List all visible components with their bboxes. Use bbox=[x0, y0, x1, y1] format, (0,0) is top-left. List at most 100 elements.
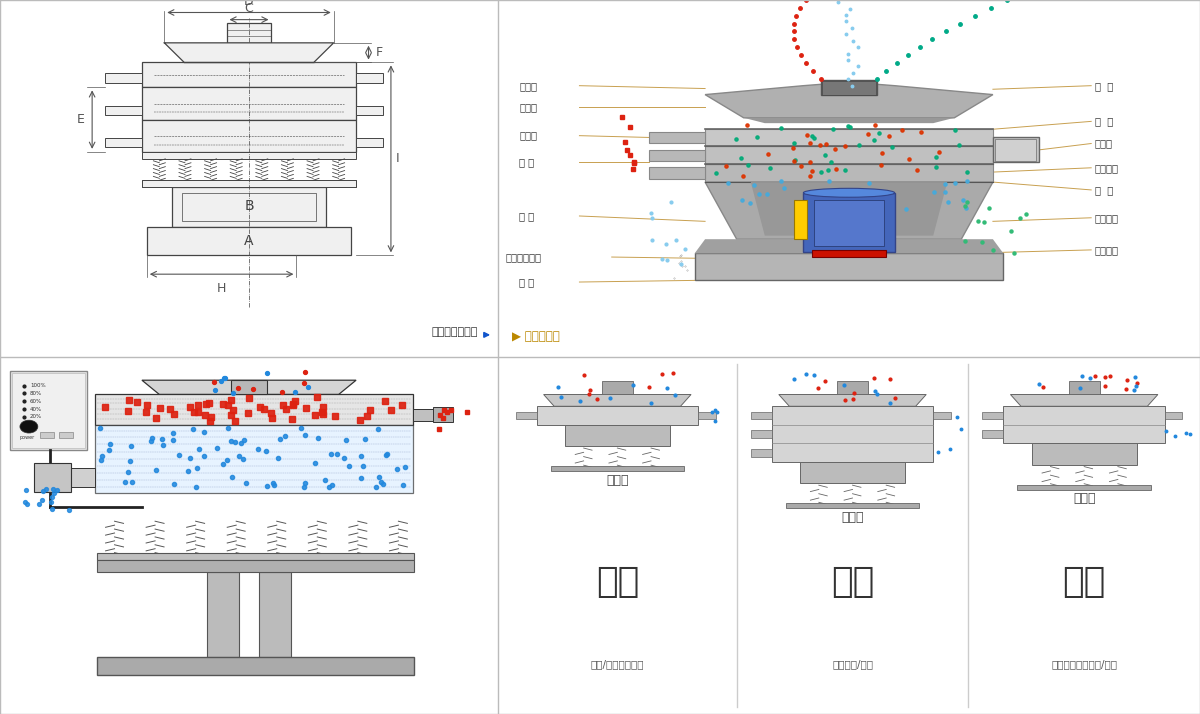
Text: 三层式: 三层式 bbox=[841, 511, 864, 524]
Bar bbox=[95, 425, 413, 493]
Bar bbox=[47, 468, 95, 487]
Bar bbox=[1069, 381, 1099, 394]
Polygon shape bbox=[695, 239, 1003, 253]
Text: I: I bbox=[396, 152, 400, 166]
Bar bbox=[992, 137, 1038, 162]
Text: 颗粒/粉末准确分级: 颗粒/粉末准确分级 bbox=[590, 659, 644, 669]
Bar bbox=[934, 411, 950, 420]
Polygon shape bbox=[751, 182, 947, 236]
Text: 20%: 20% bbox=[30, 414, 42, 420]
Text: B: B bbox=[244, 199, 254, 213]
Bar bbox=[995, 139, 1037, 161]
Bar bbox=[95, 394, 413, 425]
Polygon shape bbox=[164, 43, 334, 63]
Text: 加重块: 加重块 bbox=[1094, 139, 1112, 149]
Bar bbox=[565, 425, 670, 446]
Bar bbox=[649, 150, 706, 161]
Text: 弹 簧: 弹 簧 bbox=[520, 211, 534, 221]
Bar bbox=[698, 411, 715, 420]
Text: power: power bbox=[20, 435, 35, 440]
Bar bbox=[516, 411, 536, 420]
Polygon shape bbox=[142, 380, 356, 394]
Bar bbox=[800, 462, 905, 483]
Bar bbox=[1018, 485, 1151, 490]
Bar bbox=[433, 407, 454, 423]
Text: 外形尺寸示意图: 外形尺寸示意图 bbox=[432, 327, 478, 338]
Polygon shape bbox=[706, 82, 992, 118]
Bar bbox=[413, 409, 439, 421]
Circle shape bbox=[20, 420, 38, 433]
Bar bbox=[814, 200, 884, 246]
Bar bbox=[97, 553, 414, 560]
Text: 筛  网: 筛 网 bbox=[1094, 81, 1112, 91]
Text: 40%: 40% bbox=[30, 406, 42, 412]
Bar bbox=[983, 430, 1003, 438]
Text: 上部重锤: 上部重锤 bbox=[1094, 163, 1118, 173]
Bar bbox=[34, 463, 71, 492]
Bar bbox=[1003, 406, 1165, 443]
Bar bbox=[772, 406, 934, 462]
Bar bbox=[356, 138, 384, 148]
Bar bbox=[822, 81, 876, 95]
Bar bbox=[356, 106, 384, 115]
Bar bbox=[172, 187, 326, 227]
Bar bbox=[142, 88, 356, 119]
Bar bbox=[821, 79, 877, 95]
Bar bbox=[602, 381, 632, 394]
Text: 60%: 60% bbox=[30, 398, 42, 404]
Bar bbox=[104, 138, 142, 148]
Bar bbox=[751, 430, 772, 438]
Bar bbox=[1165, 411, 1182, 419]
Bar bbox=[12, 373, 85, 448]
Text: 运输固定螺栓: 运输固定螺栓 bbox=[505, 252, 541, 262]
Text: ▶ 结构示意图: ▶ 结构示意图 bbox=[512, 330, 559, 343]
Bar bbox=[794, 200, 806, 239]
Bar bbox=[812, 250, 886, 257]
Bar bbox=[142, 179, 356, 187]
Polygon shape bbox=[779, 394, 926, 406]
Text: D: D bbox=[244, 0, 254, 8]
Bar bbox=[751, 449, 772, 457]
Text: 100%: 100% bbox=[30, 383, 46, 388]
Polygon shape bbox=[544, 394, 691, 406]
Bar bbox=[142, 62, 356, 87]
Bar bbox=[803, 193, 895, 252]
Polygon shape bbox=[744, 118, 954, 123]
Bar bbox=[232, 380, 266, 394]
Text: H: H bbox=[217, 282, 227, 295]
Text: 防尘盖: 防尘盖 bbox=[520, 102, 538, 112]
Text: 机 座: 机 座 bbox=[520, 277, 534, 287]
Bar bbox=[551, 466, 684, 471]
Bar bbox=[786, 503, 919, 508]
Bar bbox=[10, 371, 88, 450]
Text: 双层式: 双层式 bbox=[1073, 492, 1096, 506]
Bar bbox=[983, 411, 1003, 419]
Polygon shape bbox=[706, 129, 992, 146]
Bar bbox=[97, 657, 414, 675]
Bar bbox=[142, 119, 356, 152]
Bar bbox=[695, 253, 1003, 280]
Bar bbox=[227, 23, 271, 43]
Text: C: C bbox=[245, 2, 253, 15]
Bar bbox=[838, 381, 868, 394]
Ellipse shape bbox=[803, 188, 895, 197]
Bar bbox=[40, 432, 54, 438]
Polygon shape bbox=[1010, 394, 1158, 406]
Text: 筛  盘: 筛 盘 bbox=[1094, 185, 1112, 195]
Text: 进料口: 进料口 bbox=[520, 81, 538, 91]
Text: 分级: 分级 bbox=[595, 565, 638, 599]
Bar bbox=[649, 167, 706, 178]
Text: E: E bbox=[77, 113, 85, 126]
Text: 束 环: 束 环 bbox=[520, 157, 534, 168]
Text: 单层式: 单层式 bbox=[606, 473, 629, 487]
Bar bbox=[536, 406, 698, 425]
Text: 80%: 80% bbox=[30, 391, 42, 396]
Text: 去除液体中的颗粒/异物: 去除液体中的颗粒/异物 bbox=[1051, 659, 1117, 669]
Bar bbox=[649, 132, 706, 143]
Text: A: A bbox=[245, 234, 253, 248]
Text: 出料口: 出料口 bbox=[520, 131, 538, 141]
Text: 网  架: 网 架 bbox=[1094, 116, 1112, 126]
Text: 去除异物/结块: 去除异物/结块 bbox=[832, 659, 874, 669]
Text: 除杂: 除杂 bbox=[1062, 565, 1105, 599]
Bar bbox=[59, 432, 73, 438]
